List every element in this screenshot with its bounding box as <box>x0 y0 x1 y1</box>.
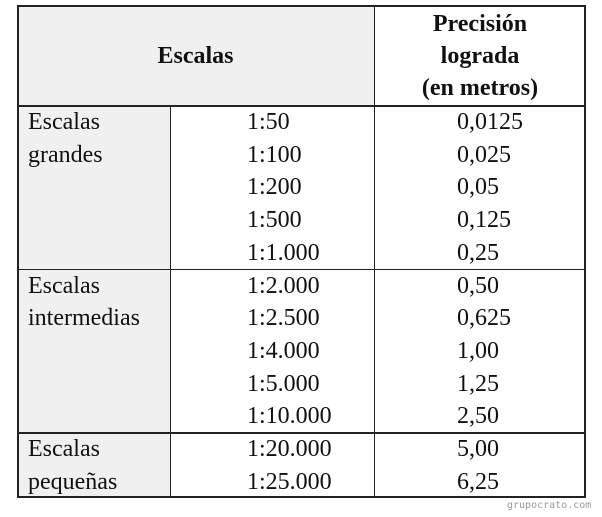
border <box>584 5 586 498</box>
border <box>170 105 171 498</box>
scale-cell: 1:20.000 <box>247 436 332 462</box>
group-cell-bg <box>17 105 170 269</box>
header-precision: lograda <box>440 43 520 69</box>
watermark: grupocrato.com <box>507 500 592 511</box>
precision-cell: 1,00 <box>457 337 499 364</box>
group-label: pequeñas <box>28 468 118 495</box>
group-label: Escalas <box>28 436 100 462</box>
scale-cell: 1:1.000 <box>247 239 320 266</box>
scale-cell: 1:25.000 <box>247 468 332 495</box>
precision-cell: 0,025 <box>457 141 511 168</box>
header-scales: Escalas <box>157 43 234 69</box>
scale-cell: 1:2.500 <box>247 305 320 332</box>
scale-cell: 1:50 <box>247 109 290 135</box>
precision-cell: 6,25 <box>457 468 499 495</box>
scale-cell: 1:200 <box>247 174 302 201</box>
scale-cell: 1:10.000 <box>247 403 332 430</box>
header-precision: Precisión <box>432 11 528 37</box>
group-label: intermedias <box>28 305 140 332</box>
scale-cell: 1:500 <box>247 207 302 234</box>
precision-cell: 5,00 <box>457 436 499 462</box>
group-cell-bg <box>17 432 170 498</box>
precision-cell: 0,50 <box>457 272 499 299</box>
border <box>17 105 586 107</box>
precision-cell: 0,625 <box>457 305 511 332</box>
scale-cell: 1:2.000 <box>247 272 320 299</box>
border <box>17 5 586 7</box>
group-cell-bg <box>17 268 170 432</box>
precision-cell: 0,05 <box>457 174 499 201</box>
scale-cell: 1:100 <box>247 141 302 168</box>
header-precision: (en metros) <box>421 75 539 101</box>
precision-cell: 0,125 <box>457 207 511 234</box>
scale-cell: 1:5.000 <box>247 370 320 397</box>
border <box>17 432 586 434</box>
group-label: Escalas <box>28 272 100 299</box>
group-label: grandes <box>28 141 103 168</box>
precision-cell: 2,50 <box>457 403 499 430</box>
precision-cell: 0,0125 <box>457 109 523 135</box>
precision-cell: 0,25 <box>457 239 499 266</box>
header-cell-bg <box>17 5 374 105</box>
border <box>17 496 586 499</box>
scale-cell: 1:4.000 <box>247 337 320 364</box>
border <box>374 5 375 498</box>
group-label: Escalas <box>28 109 100 135</box>
precision-cell: 1,25 <box>457 370 499 397</box>
border <box>17 268 586 270</box>
border <box>17 5 19 498</box>
